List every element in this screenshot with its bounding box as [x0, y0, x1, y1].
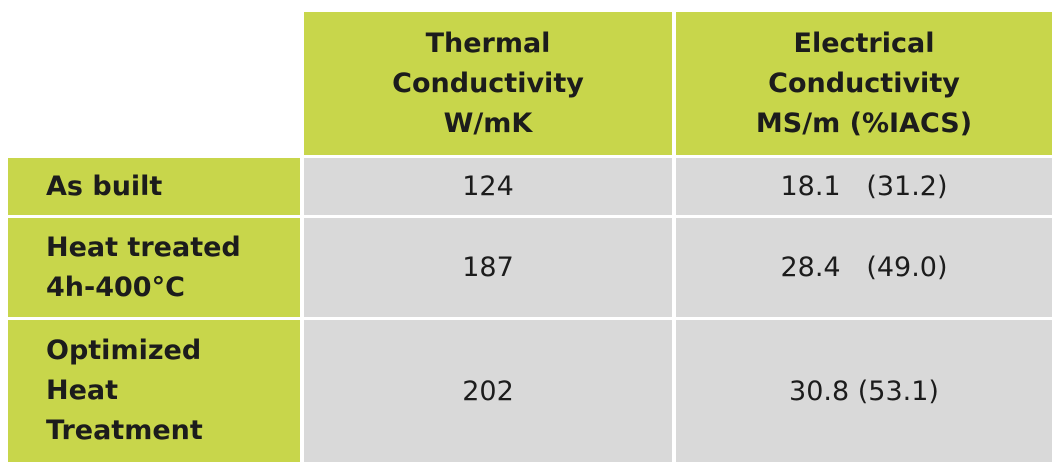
header-line: Conductivity	[392, 67, 584, 99]
corner-cell	[8, 12, 300, 155]
column-header: Electrical Conductivity MS/m (%IACS)	[676, 12, 1052, 155]
row-label-line: As built	[46, 170, 163, 202]
header-line: Thermal	[425, 27, 551, 59]
row-label-line: Heat	[46, 375, 119, 406]
row-label: Heat treated 4h-400°C	[8, 218, 300, 317]
row-label-line: Optimized	[46, 335, 202, 366]
row-label: As built	[8, 158, 300, 215]
value-cell: 28.4 (49.0)	[676, 218, 1052, 317]
cell-value: 28.4 (49.0)	[780, 252, 948, 283]
header-line: Electrical	[793, 27, 935, 59]
row-label-line: Treatment	[46, 415, 203, 446]
header-line: MS/m (%IACS)	[755, 107, 973, 139]
cell-value: 30.8 (53.1)	[789, 375, 939, 407]
value-cell: 202	[304, 320, 672, 462]
value-cell: 18.1 (31.2)	[676, 158, 1052, 215]
cell-value: 202	[462, 375, 514, 407]
cell-value: 124	[462, 171, 514, 202]
row-label: Optimized Heat Treatment	[8, 320, 300, 462]
row-label-line: Heat treated	[46, 231, 241, 263]
value-cell: 124	[304, 158, 672, 215]
data-table: Thermal Conductivity W/mK Electrical Conduct…	[8, 12, 1052, 462]
cell-value: 187	[462, 252, 514, 283]
cell-value: 18.1 (31.2)	[780, 171, 948, 202]
column-header: Thermal Conductivity W/mK	[304, 12, 672, 155]
value-cell: 187	[304, 218, 672, 317]
header-line: Conductivity	[768, 67, 960, 99]
value-cell: 30.8 (53.1)	[676, 320, 1052, 462]
row-label-line: 4h-400°C	[46, 271, 185, 303]
header-line: W/mK	[443, 107, 533, 139]
